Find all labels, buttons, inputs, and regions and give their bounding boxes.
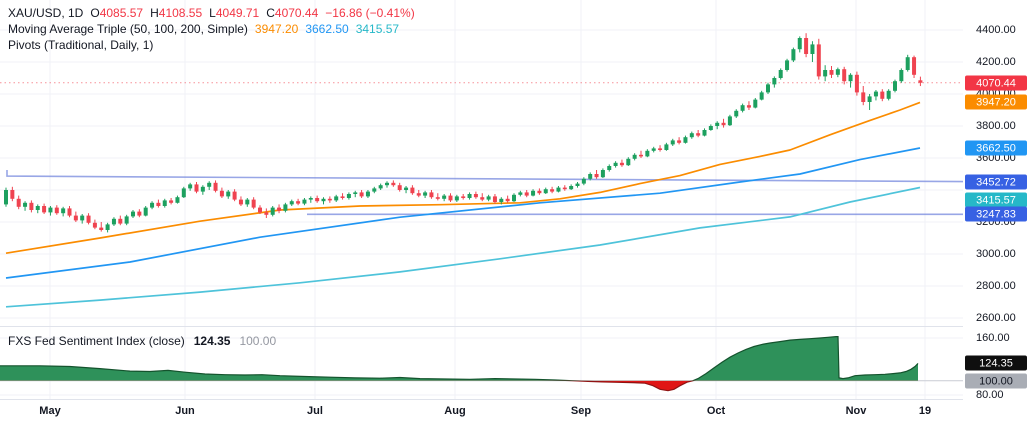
sentiment-current-value: 124.35 bbox=[193, 334, 231, 348]
ma200-value: 3415.57 bbox=[355, 22, 400, 36]
time-tick-label: Nov bbox=[845, 405, 867, 417]
time-tick-label: Jun bbox=[175, 405, 195, 417]
open-value: O4085.57 bbox=[90, 6, 144, 20]
time-tick-label: 19 bbox=[918, 405, 932, 417]
pivots-legend-row[interactable]: Pivots (Traditional, Daily, 1) bbox=[8, 37, 415, 53]
last-price-badge: 4070.44 bbox=[965, 75, 1027, 91]
sentiment-value-badge: 124.35 bbox=[965, 355, 1027, 371]
sentiment-baseline-value: 100.00 bbox=[239, 334, 277, 348]
sentiment-indicator bbox=[0, 336, 963, 392]
pivot-r-badge: 3452.72 bbox=[965, 174, 1027, 190]
sentiment-tick-label: 80.00 bbox=[976, 388, 1004, 401]
ma50-value: 3947.20 bbox=[254, 22, 299, 36]
ma50-line bbox=[5, 101, 921, 255]
price-tick-label: 3800.00 bbox=[976, 120, 1016, 132]
sentiment-title: FXS Fed Sentiment Index (close) bbox=[8, 334, 185, 348]
ma100-value: 3662.50 bbox=[305, 22, 349, 36]
time-tick-label: Jul bbox=[307, 405, 323, 417]
ma100-line bbox=[5, 147, 921, 279]
price-axis[interactable]: 4400.004200.004000.003800.003600.003200.… bbox=[963, 0, 1033, 401]
price-tick-label: 2600.00 bbox=[976, 312, 1016, 324]
pivot-lines bbox=[6, 170, 964, 216]
ma100-badge: 3662.50 bbox=[965, 140, 1027, 156]
price-tick-label: 3000.00 bbox=[976, 248, 1016, 260]
ma200-line bbox=[5, 186, 921, 308]
candlestick-series bbox=[4, 33, 923, 233]
time-tick-label: May bbox=[39, 405, 61, 417]
change-value: −16.86 (−0.41%) bbox=[325, 6, 415, 20]
low-value: L4049.71 bbox=[209, 6, 260, 20]
symbol-legend-row[interactable]: XAU/USD, 1D O4085.57 H4108.55 L4049.71 C… bbox=[8, 5, 415, 21]
sentiment-legend[interactable]: FXS Fed Sentiment Index (close) 124.35 1… bbox=[8, 334, 276, 348]
ma-title: Moving Average Triple (50, 100, 200, Sim… bbox=[8, 22, 248, 36]
ma200-badge: 3415.57 bbox=[965, 192, 1027, 208]
close-value: C4070.44 bbox=[266, 6, 319, 20]
price-tick-label: 4200.00 bbox=[976, 56, 1016, 68]
time-tick-label: Sep bbox=[570, 405, 592, 417]
chart-legend: XAU/USD, 1D O4085.57 H4108.55 L4049.71 C… bbox=[8, 5, 415, 53]
price-tick-label: 2800.00 bbox=[976, 280, 1016, 292]
price-tick-label: 4400.00 bbox=[976, 24, 1016, 36]
pivot-p-badge: 3247.83 bbox=[965, 206, 1027, 222]
time-tick-label: Oct bbox=[706, 405, 726, 417]
pivots-title: Pivots (Traditional, Daily, 1) bbox=[8, 38, 154, 52]
sentiment-tick-label: 160.00 bbox=[976, 332, 1010, 344]
grid bbox=[0, 0, 963, 399]
ma-legend-row[interactable]: Moving Average Triple (50, 100, 200, Sim… bbox=[8, 21, 415, 37]
ma50-badge: 3947.20 bbox=[965, 94, 1027, 110]
symbol-title: XAU/USD, 1D bbox=[8, 6, 84, 20]
sentiment-baseline-badge: 100.00 bbox=[965, 373, 1027, 389]
high-value: H4108.55 bbox=[150, 6, 203, 20]
time-tick-label: Aug bbox=[444, 405, 466, 417]
time-axis[interactable]: May Jun Jul Aug Sep Oct Nov 19 bbox=[0, 400, 1033, 424]
